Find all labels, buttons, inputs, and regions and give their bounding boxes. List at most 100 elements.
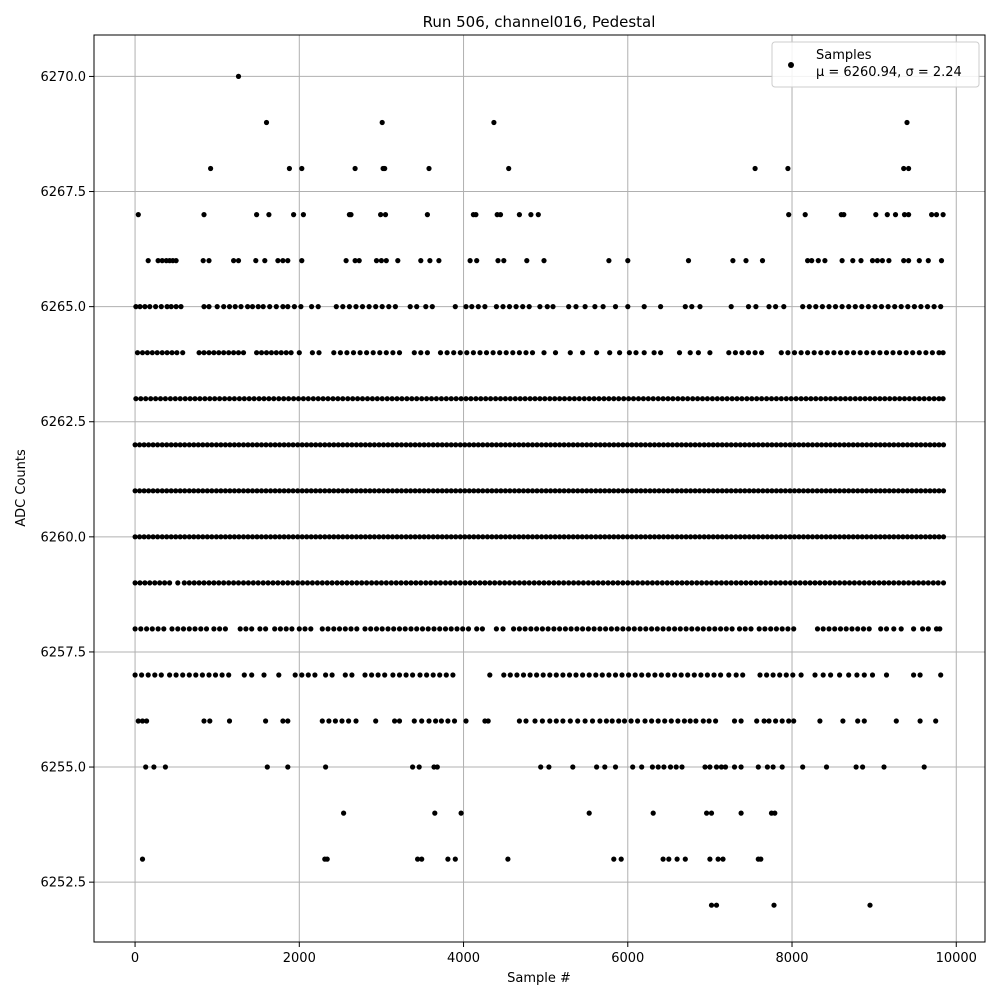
data-point bbox=[665, 488, 671, 494]
data-point bbox=[873, 488, 879, 494]
data-point bbox=[674, 488, 680, 494]
data-point bbox=[796, 442, 802, 448]
data-point bbox=[507, 672, 513, 678]
data-point bbox=[331, 626, 337, 632]
data-point bbox=[832, 626, 838, 632]
data-point bbox=[475, 304, 481, 310]
data-point bbox=[580, 672, 586, 678]
data-point bbox=[612, 304, 619, 310]
data-point bbox=[940, 442, 947, 448]
data-point bbox=[584, 488, 590, 494]
data-point bbox=[698, 672, 704, 678]
data-point bbox=[877, 396, 883, 402]
data-point bbox=[536, 580, 542, 586]
data-point bbox=[479, 626, 485, 632]
data-point bbox=[819, 488, 825, 494]
data-point bbox=[217, 396, 223, 402]
data-point bbox=[209, 488, 215, 494]
data-point bbox=[250, 580, 256, 586]
data-point bbox=[620, 534, 626, 540]
data-point bbox=[142, 304, 148, 310]
data-point bbox=[538, 764, 544, 770]
data-point bbox=[436, 258, 442, 264]
data-point bbox=[168, 442, 174, 448]
data-point bbox=[800, 534, 807, 540]
data-point bbox=[367, 442, 373, 448]
data-point bbox=[815, 258, 821, 264]
data-point bbox=[507, 442, 513, 448]
data-point bbox=[797, 580, 803, 586]
data-point bbox=[410, 672, 416, 678]
data-point bbox=[206, 672, 212, 678]
data-point bbox=[734, 396, 740, 402]
data-point bbox=[571, 580, 577, 586]
data-point bbox=[782, 580, 789, 586]
data-point bbox=[855, 442, 861, 448]
data-point bbox=[925, 258, 931, 264]
data-point bbox=[913, 488, 920, 494]
data-point bbox=[640, 396, 647, 402]
data-point bbox=[520, 488, 527, 494]
data-point bbox=[474, 626, 480, 632]
data-point bbox=[489, 534, 495, 540]
data-point bbox=[615, 534, 621, 540]
data-point bbox=[528, 626, 534, 632]
data-point bbox=[444, 488, 450, 494]
data-point bbox=[173, 442, 179, 448]
data-point bbox=[353, 442, 359, 448]
data-point bbox=[336, 626, 343, 632]
data-point bbox=[382, 212, 389, 218]
data-point bbox=[195, 488, 201, 494]
data-point bbox=[769, 442, 775, 448]
data-point bbox=[642, 442, 649, 448]
data-point bbox=[818, 350, 824, 356]
data-point bbox=[669, 580, 675, 586]
data-point bbox=[607, 350, 613, 356]
data-point bbox=[191, 488, 197, 494]
data-point bbox=[167, 580, 173, 586]
data-point bbox=[473, 396, 479, 402]
data-point bbox=[137, 442, 143, 448]
data-point bbox=[594, 764, 600, 770]
data-point bbox=[921, 396, 927, 402]
legend-box bbox=[771, 41, 980, 88]
data-point bbox=[439, 488, 445, 494]
data-point bbox=[221, 350, 227, 356]
data-point bbox=[814, 534, 820, 540]
data-point bbox=[632, 672, 638, 678]
data-point bbox=[463, 718, 469, 724]
data-point bbox=[501, 258, 507, 264]
data-point bbox=[701, 534, 707, 540]
data-point bbox=[373, 304, 379, 310]
data-point bbox=[692, 488, 698, 494]
data-point bbox=[511, 488, 518, 494]
data-point bbox=[922, 442, 929, 448]
data-point bbox=[231, 488, 237, 494]
data-point bbox=[421, 534, 427, 540]
data-point bbox=[460, 626, 466, 632]
data-point bbox=[906, 396, 913, 402]
data-point bbox=[462, 534, 468, 540]
data-point bbox=[329, 580, 335, 586]
data-point bbox=[173, 672, 179, 678]
data-point bbox=[822, 258, 828, 264]
data-point bbox=[859, 442, 865, 448]
data-point bbox=[584, 442, 590, 448]
data-point bbox=[548, 442, 554, 448]
data-point bbox=[349, 534, 355, 540]
data-point bbox=[791, 488, 798, 494]
data-point bbox=[369, 396, 375, 402]
data-point bbox=[280, 718, 286, 724]
data-point bbox=[290, 442, 296, 448]
data-point bbox=[641, 350, 647, 356]
data-point bbox=[510, 626, 517, 632]
data-point bbox=[323, 764, 329, 770]
data-point bbox=[285, 718, 291, 724]
data-point bbox=[798, 396, 804, 402]
data-point bbox=[525, 488, 531, 494]
data-point bbox=[760, 534, 766, 540]
data-point bbox=[305, 396, 311, 402]
data-point bbox=[245, 488, 251, 494]
data-point bbox=[625, 258, 631, 264]
data-point bbox=[308, 626, 314, 632]
